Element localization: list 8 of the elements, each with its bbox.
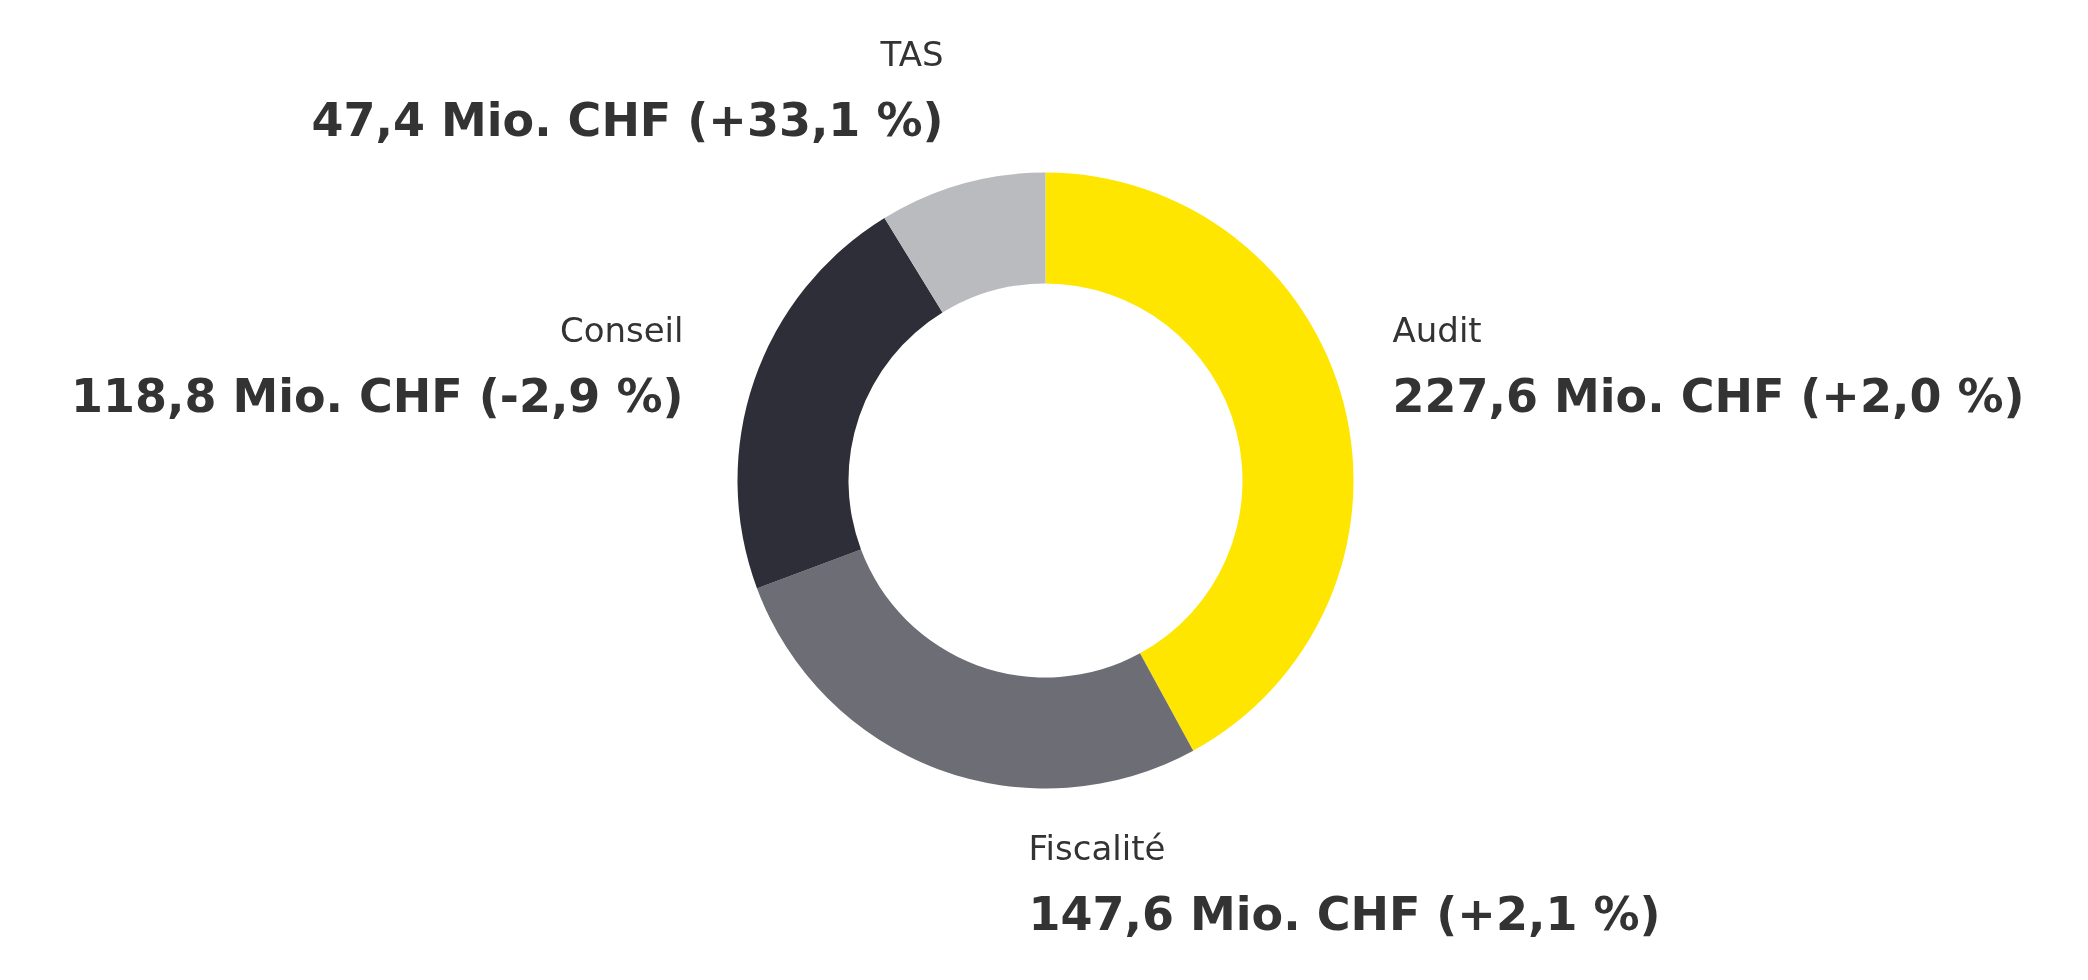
data-label: 47,4 Mio. CHF (+33,1 %) bbox=[311, 92, 944, 147]
data-label: 227,6 Mio. CHF (+2,0 %) bbox=[1392, 368, 2025, 423]
slice-label: Conseil bbox=[559, 309, 684, 350]
slice-label: Fiscalité bbox=[1028, 827, 1166, 868]
slice-label: TAS bbox=[879, 33, 944, 74]
data-label: 147,6 Mio. CHF (+2,1 %) bbox=[1028, 886, 1661, 941]
data-label: 118,8 Mio. CHF (-2,9 %) bbox=[70, 368, 684, 423]
slice-label: Audit bbox=[1392, 309, 1482, 350]
